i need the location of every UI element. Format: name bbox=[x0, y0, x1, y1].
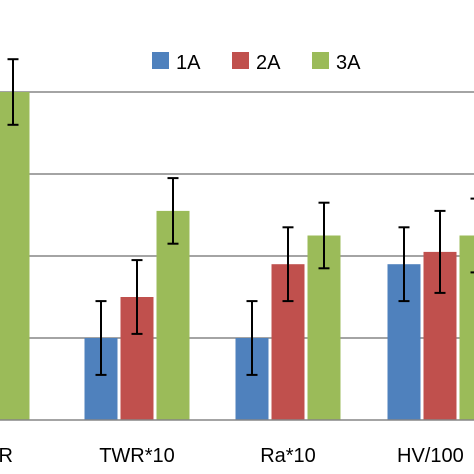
legend-item-3A: 3A bbox=[312, 52, 361, 74]
bar-3A-TWR*10 bbox=[156, 210, 190, 420]
error-bar-1A-Ra*10 bbox=[246, 300, 258, 376]
x-tick-labels: R TWR*10 Ra*10 HV/100 bbox=[0, 445, 464, 467]
error-bar-3A-Ra*10 bbox=[318, 201, 330, 270]
error-bar-1A-TWR*10 bbox=[95, 300, 107, 376]
error-bar-3A-R bbox=[7, 58, 19, 126]
bar-3A-R bbox=[0, 92, 30, 420]
legend-label-3A: 3A bbox=[336, 52, 361, 74]
error-bars bbox=[7, 58, 474, 376]
tick-label-3: HV/100 bbox=[397, 445, 464, 467]
tick-label-1: TWR*10 bbox=[99, 445, 175, 467]
tick-label-0: R bbox=[0, 445, 13, 467]
legend-swatch-3A bbox=[312, 52, 329, 69]
error-bar-2A-HV/100 bbox=[434, 209, 446, 294]
legend: 1A 2A 3A bbox=[152, 52, 361, 74]
legend-swatch-2A bbox=[232, 52, 249, 69]
legend-label-2A: 2A bbox=[256, 52, 281, 74]
error-bar-3A-TWR*10 bbox=[167, 177, 179, 245]
legend-label-1A: 1A bbox=[176, 52, 201, 74]
legend-item-2A: 2A bbox=[232, 52, 281, 74]
error-bar-3A-HV/100 bbox=[470, 197, 474, 274]
tick-label-2: Ra*10 bbox=[260, 445, 316, 467]
error-bar-2A-TWR*10 bbox=[131, 259, 143, 335]
error-bar-2A-Ra*10 bbox=[282, 226, 294, 303]
legend-item-1A: 1A bbox=[152, 52, 201, 74]
legend-swatch-1A bbox=[152, 52, 169, 69]
bar-3A-HV/100 bbox=[459, 235, 474, 420]
error-bar-1A-HV/100 bbox=[398, 226, 410, 303]
